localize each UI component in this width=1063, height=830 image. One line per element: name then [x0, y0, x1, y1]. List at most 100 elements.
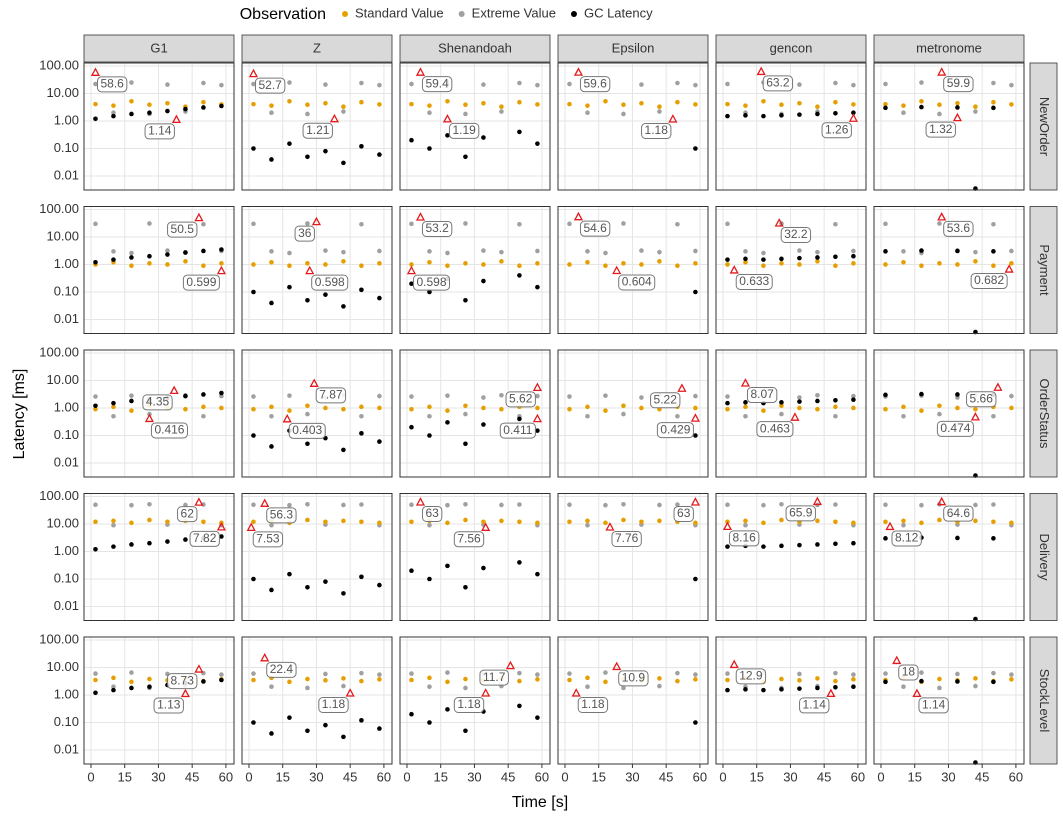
- point: [725, 687, 730, 693]
- panel: [716, 637, 866, 764]
- point: [427, 404, 432, 410]
- extreme-marker: [993, 382, 1003, 391]
- point: [833, 685, 838, 690]
- point: [567, 502, 572, 508]
- point: [973, 676, 978, 681]
- point: [937, 517, 942, 523]
- point: [567, 81, 572, 87]
- point: [1009, 520, 1014, 526]
- extreme-marker: [169, 385, 179, 395]
- point: [621, 403, 626, 409]
- point: [305, 411, 310, 417]
- extreme-marker: [826, 688, 836, 698]
- col-strip: [557, 34, 709, 63]
- point: [815, 104, 820, 110]
- point: [851, 672, 856, 677]
- annotation-box: [266, 661, 297, 678]
- annotation-label: 8.07: [750, 387, 774, 401]
- point: [377, 261, 382, 266]
- point: [409, 424, 414, 430]
- annotation-box: [479, 669, 509, 686]
- point: [323, 722, 328, 728]
- annotation-box: [499, 422, 536, 439]
- point: [305, 728, 310, 734]
- annotation-label: 10.9: [622, 671, 646, 685]
- point: [991, 670, 996, 676]
- extreme-marker: [937, 496, 947, 506]
- row-strip: [1029, 493, 1058, 621]
- point: [851, 82, 856, 88]
- extreme-marker: [937, 212, 947, 221]
- point: [287, 502, 292, 508]
- x-tick-label: 0: [245, 769, 252, 784]
- point: [779, 256, 784, 262]
- extreme-marker: [415, 212, 426, 221]
- point: [129, 98, 134, 104]
- point: [937, 221, 942, 226]
- point: [761, 250, 766, 256]
- point: [251, 502, 256, 508]
- point: [269, 684, 274, 689]
- point: [499, 259, 504, 264]
- point: [991, 413, 996, 419]
- point: [287, 715, 292, 720]
- annotation-box: [780, 226, 812, 243]
- point: [427, 289, 432, 295]
- x-tick-label: 45: [185, 769, 199, 784]
- point: [743, 687, 748, 692]
- point: [743, 256, 748, 262]
- point: [937, 685, 942, 691]
- point: [919, 408, 924, 413]
- point: [797, 100, 802, 106]
- annotation-box: [150, 422, 188, 439]
- point: [585, 110, 590, 115]
- point: [409, 137, 414, 143]
- point: [833, 413, 838, 419]
- point: [499, 104, 504, 110]
- extreme-marker: [573, 211, 584, 221]
- annotation-label: 59.4: [425, 76, 449, 90]
- point: [219, 672, 224, 677]
- point: [445, 263, 450, 269]
- point: [481, 82, 486, 87]
- point: [725, 101, 730, 107]
- point: [693, 672, 698, 677]
- point: [111, 413, 116, 419]
- annotation-box: [618, 670, 649, 687]
- point: [535, 571, 540, 577]
- point: [147, 221, 152, 226]
- point: [305, 584, 310, 590]
- point: [973, 502, 978, 508]
- point: [251, 720, 256, 725]
- point: [129, 255, 134, 260]
- point: [991, 502, 996, 507]
- x-tick-label: 45: [659, 769, 673, 784]
- point: [851, 397, 856, 402]
- point: [481, 405, 486, 411]
- point: [147, 684, 152, 689]
- panel: [242, 493, 392, 621]
- point: [797, 542, 802, 548]
- point: [129, 679, 134, 685]
- point: [323, 262, 328, 267]
- annotation-box: [315, 387, 347, 404]
- point: [463, 102, 468, 108]
- panel-border: [83, 62, 235, 191]
- y-tick-label: 100.00: [39, 631, 79, 646]
- panel-border: [873, 493, 1025, 621]
- point: [305, 517, 310, 523]
- panel-border: [241, 636, 393, 765]
- point: [725, 81, 730, 87]
- point: [111, 400, 116, 406]
- point: [693, 433, 698, 438]
- annotation-label: 63: [425, 506, 439, 520]
- extreme-marker: [573, 67, 584, 76]
- point: [341, 447, 346, 453]
- point: [657, 518, 662, 524]
- point: [743, 413, 748, 419]
- point: [481, 422, 486, 427]
- panel-border: [83, 206, 235, 334]
- row-strip-label: Payment: [1037, 244, 1052, 296]
- annotation-label: 1.18: [581, 697, 605, 711]
